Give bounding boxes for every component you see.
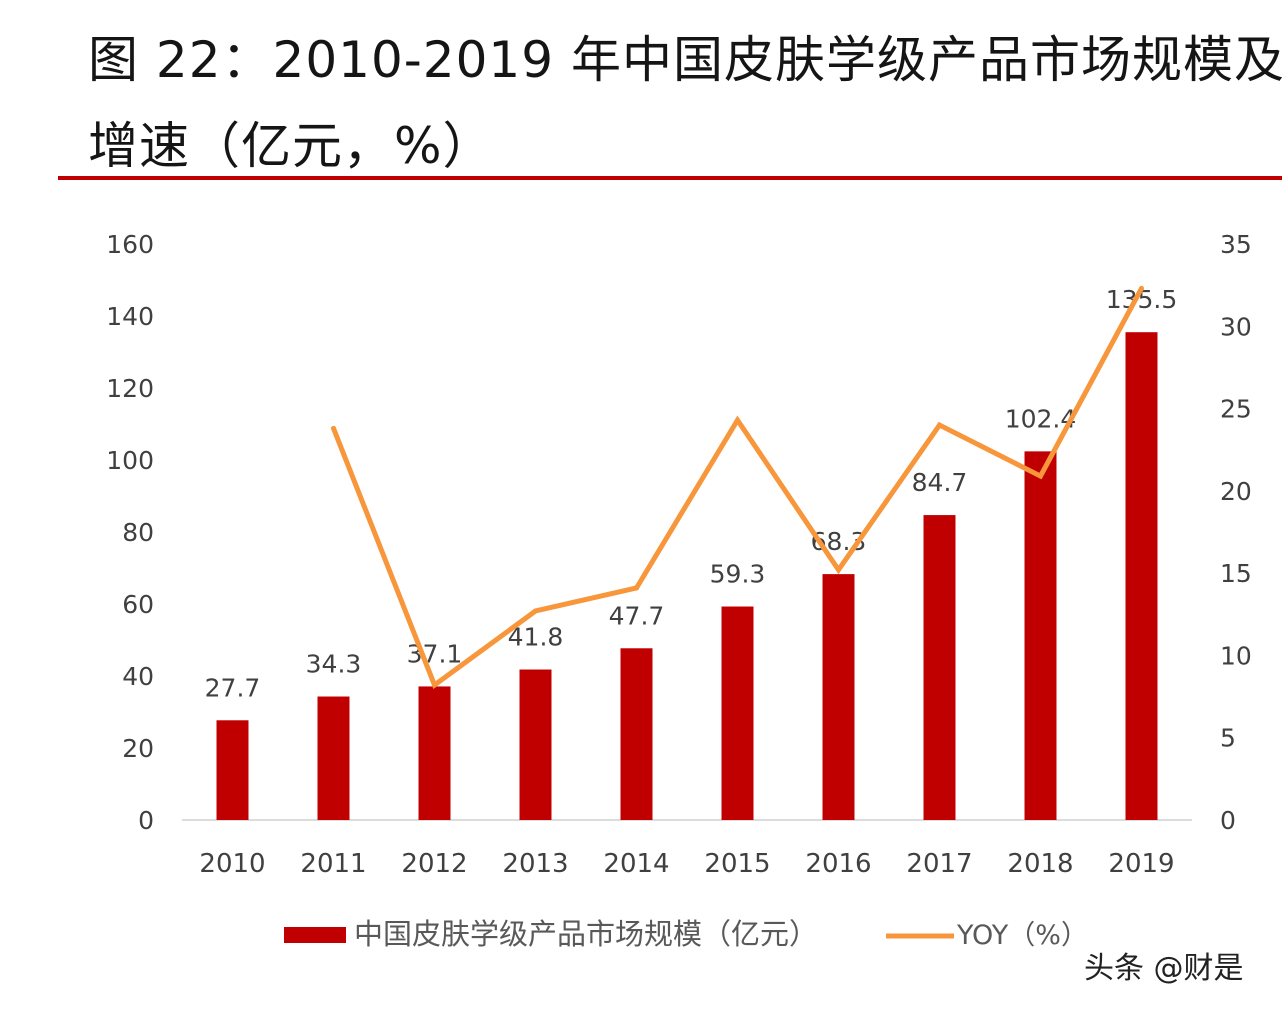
bar-data-label: 34.3 bbox=[306, 650, 362, 679]
yoy-point-2017 bbox=[937, 422, 942, 428]
yoy-point-2012 bbox=[432, 682, 437, 688]
x-tick-label: 2012 bbox=[401, 849, 467, 879]
y-left-tick-label: 20 bbox=[122, 734, 154, 763]
x-tick-label: 2019 bbox=[1108, 849, 1174, 879]
yoy-point-2015 bbox=[735, 417, 740, 423]
bar-2014 bbox=[620, 648, 653, 820]
bar-2013 bbox=[519, 669, 552, 820]
bar-data-label: 47.7 bbox=[609, 601, 665, 630]
y-right-tick-label: 35 bbox=[1220, 230, 1252, 259]
y-right-tick-label: 5 bbox=[1220, 724, 1236, 753]
bar-data-label: 84.7 bbox=[912, 468, 968, 497]
bar-2017 bbox=[923, 515, 956, 820]
y-left-tick-label: 160 bbox=[106, 230, 154, 259]
bar-2015 bbox=[721, 606, 754, 820]
yoy-point-2013 bbox=[533, 608, 538, 614]
legend-bar-label: 中国皮肤学级产品市场规模（亿元） bbox=[354, 917, 818, 951]
x-tick-label: 2016 bbox=[805, 849, 871, 879]
chart-title-line-2: 增速（亿元，%） bbox=[88, 117, 494, 175]
title-divider bbox=[58, 176, 1282, 180]
x-tick-label: 2017 bbox=[906, 849, 972, 879]
legend-line-label: YOY（%） bbox=[956, 920, 1088, 951]
bar-2016 bbox=[822, 574, 855, 820]
yoy-point-2014 bbox=[634, 585, 639, 591]
x-tick-label: 2014 bbox=[603, 849, 669, 879]
legend-bar-swatch bbox=[284, 927, 346, 943]
y-right-tick-label: 20 bbox=[1220, 477, 1252, 506]
bar-data-label: 27.7 bbox=[205, 673, 261, 702]
y-right-tick-label: 30 bbox=[1220, 312, 1252, 341]
bar-2010 bbox=[216, 720, 249, 820]
y-left-tick-label: 140 bbox=[106, 302, 154, 331]
y-right-tick-label: 10 bbox=[1220, 641, 1252, 670]
y-right-tick-label: 25 bbox=[1220, 395, 1252, 424]
y-left-tick-label: 60 bbox=[122, 590, 154, 619]
y-left-tick-label: 100 bbox=[106, 446, 154, 475]
yoy-point-2011 bbox=[331, 425, 336, 431]
y-right-tick-label: 0 bbox=[1220, 806, 1236, 835]
y-left-tick-label: 0 bbox=[138, 806, 154, 835]
yoy-point-2016 bbox=[836, 567, 841, 573]
yoy-point-2018 bbox=[1038, 473, 1043, 479]
x-tick-label: 2011 bbox=[300, 849, 366, 879]
x-tick-label: 2018 bbox=[1007, 849, 1073, 879]
bar-data-label: 59.3 bbox=[710, 560, 766, 589]
y-left-tick-label: 80 bbox=[122, 518, 154, 547]
bar-2011 bbox=[317, 696, 350, 820]
bar-2012 bbox=[418, 686, 451, 820]
x-tick-label: 2013 bbox=[502, 849, 568, 879]
yoy-point-2019 bbox=[1139, 285, 1144, 291]
bar-data-label: 37.1 bbox=[407, 639, 463, 668]
x-tick-label: 2015 bbox=[704, 849, 770, 879]
y-left-tick-label: 40 bbox=[122, 662, 154, 691]
bar-2019 bbox=[1125, 332, 1158, 820]
watermark-text: 头条 @财是 bbox=[1084, 951, 1244, 986]
chart-title-line-1: 图 22：2010-2019 年中国皮肤学级产品市场规模及 bbox=[88, 31, 1282, 89]
bar-2018 bbox=[1024, 451, 1057, 820]
y-left-tick-label: 120 bbox=[106, 374, 154, 403]
x-tick-label: 2010 bbox=[199, 849, 265, 879]
y-right-tick-label: 15 bbox=[1220, 559, 1252, 588]
